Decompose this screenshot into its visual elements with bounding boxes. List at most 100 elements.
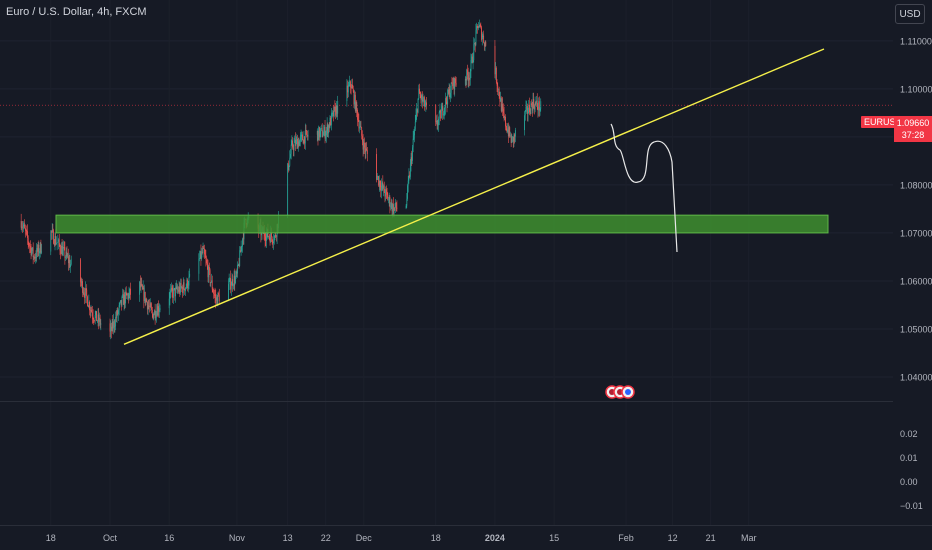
candle-body [319, 131, 321, 138]
candle-body [298, 141, 300, 146]
time-tick-label: 22 [321, 533, 331, 543]
candle-body [333, 106, 335, 117]
candle-body [465, 78, 467, 81]
candle-body [116, 310, 118, 318]
candle-body [112, 321, 114, 329]
candle-body [55, 236, 57, 244]
price-axis[interactable]: 1.110001.100001.090001.080001.070001.060… [900, 36, 932, 382]
candle-body [212, 289, 214, 292]
candle-body [240, 250, 241, 253]
candle-body [391, 202, 393, 212]
candle-body [395, 202, 397, 208]
candle-body [471, 56, 473, 61]
candle-body [29, 245, 31, 247]
candle-body [178, 287, 180, 292]
candle-body [479, 25, 480, 28]
candle-body [438, 112, 440, 119]
candle-body [346, 85, 348, 101]
candle-body [444, 107, 446, 109]
candle-body [388, 199, 389, 201]
candle-body [419, 93, 421, 96]
candle-body [94, 314, 96, 321]
candle-body [83, 292, 85, 294]
candle-body [140, 284, 142, 288]
indicator-tick-label: 0.01 [900, 453, 918, 463]
candle-body [532, 99, 534, 111]
candle-body [301, 134, 303, 136]
candle-body [290, 144, 292, 154]
candle-body [331, 113, 333, 114]
candle-body [413, 135, 415, 139]
candle-body [123, 294, 125, 305]
candle-body [213, 293, 215, 295]
candle-body [452, 78, 454, 87]
candle-body [57, 241, 59, 243]
candle-body [503, 113, 505, 118]
candle-body [326, 124, 328, 131]
economic-events[interactable] [605, 385, 635, 399]
candle-body [188, 276, 190, 286]
candle-body [416, 109, 418, 113]
currency-button[interactable]: USD [895, 4, 925, 24]
candle-body [419, 88, 420, 94]
time-tick-label: 15 [549, 533, 559, 543]
candle-body [92, 316, 94, 320]
candle-body [531, 104, 533, 111]
candle-body [295, 139, 296, 146]
candle-body [144, 291, 145, 302]
candle-body [292, 140, 293, 148]
candle-body [28, 242, 30, 246]
candle-body [60, 246, 62, 254]
trendline [123, 48, 825, 345]
candle-body [510, 135, 511, 137]
candle-body [471, 56, 473, 63]
time-axis[interactable]: 18 Oct 16 Nov 13 22 Dec 18 2024 15 Feb 12 21 Mar [46, 533, 757, 543]
candle-body [435, 105, 437, 123]
candle-body [204, 248, 205, 255]
candle-body [526, 106, 528, 114]
candle-body [268, 236, 270, 238]
candle-body [500, 97, 502, 111]
candle-body [32, 247, 34, 258]
indicator-axis[interactable]: 0.02 0.01 0.00 −0.01 [900, 429, 923, 511]
candle-body [198, 258, 200, 274]
candle-body [40, 242, 42, 253]
candle-body [216, 297, 217, 301]
candle-body [329, 117, 331, 128]
candle-body [142, 287, 144, 290]
candle-body [330, 117, 332, 126]
candle-body [58, 239, 60, 245]
candle-body [534, 105, 535, 110]
price-tick-label: 1.07000 [900, 228, 932, 238]
candle-body [100, 323, 102, 325]
candle-body [297, 141, 299, 149]
candle-body [26, 230, 28, 232]
candle-body [170, 290, 172, 293]
candle-body [466, 69, 468, 81]
candle-body [436, 120, 438, 126]
candle-body [59, 244, 61, 251]
candle-body [390, 202, 392, 207]
drawings[interactable] [55, 48, 829, 345]
candle-body [299, 136, 301, 141]
candle-body [534, 102, 536, 110]
candle-body [445, 98, 446, 108]
candle-body [158, 309, 160, 312]
time-tick-label: 18 [46, 533, 56, 543]
candle-body [201, 251, 203, 254]
candle-body [476, 26, 478, 27]
candle-body [201, 251, 203, 259]
candle-body [440, 110, 442, 119]
candle-body [239, 250, 241, 266]
candle-body [230, 285, 232, 290]
candle-body [495, 67, 497, 83]
candle-body [293, 142, 295, 151]
candle-body [514, 130, 516, 137]
candle-body [22, 226, 24, 228]
candle-body [91, 312, 93, 317]
candle-body [348, 84, 350, 86]
candle-body [424, 105, 426, 107]
candle-body [126, 293, 128, 296]
candle-body [142, 285, 143, 290]
